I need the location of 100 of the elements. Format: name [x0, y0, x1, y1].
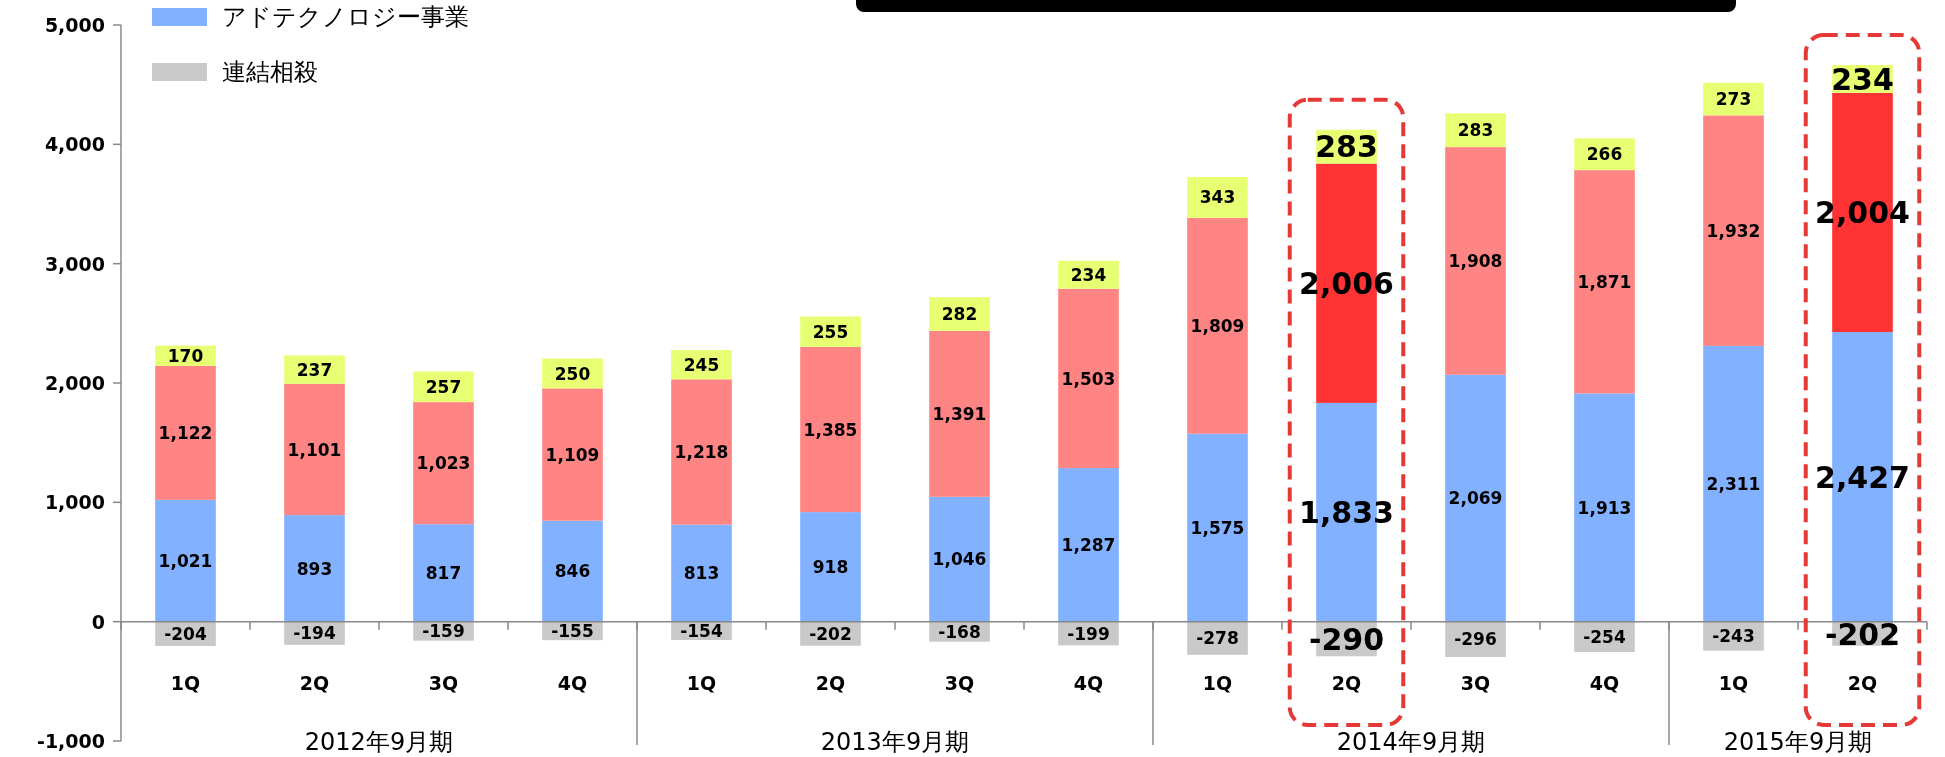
x-tick-label: 2Q: [1847, 672, 1878, 694]
bar: [1703, 115, 1764, 346]
bar: [155, 365, 216, 500]
data-label: 1,391: [932, 403, 987, 424]
data-label: -168: [938, 621, 981, 642]
y-tick-label: 2,000: [44, 372, 105, 394]
x-tick-label: 1Q: [170, 672, 201, 694]
data-label: 234: [1070, 264, 1107, 285]
data-label: 1,385: [803, 419, 858, 440]
bar: [800, 512, 861, 622]
data-label: 918: [812, 557, 849, 578]
data-label: 1,913: [1577, 497, 1632, 518]
bar: [929, 330, 990, 497]
data-label: 1,218: [674, 442, 729, 463]
data-label: -243: [1712, 626, 1755, 647]
data-label: 343: [1199, 187, 1236, 208]
x-tick-label: 2Q: [1331, 672, 1362, 694]
data-label: 846: [554, 561, 591, 582]
bar: [284, 383, 345, 516]
y-tick-label: 4,000: [44, 133, 105, 156]
data-label: 2,427: [1815, 459, 1910, 495]
x-tick-label: 3Q: [944, 672, 975, 694]
annotation: 2015年9月期: [1723, 728, 1873, 756]
data-label: -202: [1824, 616, 1901, 652]
data-label: 813: [683, 563, 720, 584]
data-label: 1,932: [1706, 220, 1761, 241]
bar: [1058, 468, 1119, 622]
data-label: 255: [812, 321, 849, 342]
data-label: 1,833: [1299, 495, 1394, 531]
data-label: -159: [422, 621, 465, 642]
data-label: -194: [293, 623, 336, 644]
data-label: 266: [1586, 144, 1623, 165]
x-tick-label: 4Q: [1589, 672, 1620, 694]
data-label: -154: [680, 620, 723, 641]
data-label: 1,575: [1190, 517, 1245, 538]
bar: [155, 499, 216, 622]
data-label: -296: [1454, 629, 1497, 650]
legend-label: アドテクノロジー事業: [222, 3, 469, 31]
bar: [929, 496, 990, 622]
x-tick-label: 2Q: [815, 672, 846, 694]
y-tick-label: 3,000: [44, 252, 105, 275]
data-label: -199: [1067, 623, 1110, 644]
y-tick-label: 0: [91, 610, 105, 633]
data-label: 170: [167, 345, 204, 366]
x-tick-label: 1Q: [686, 672, 717, 694]
x-tick-label: 2Q: [299, 672, 330, 694]
data-label: 1,109: [545, 444, 600, 465]
data-label: 283: [1315, 129, 1378, 165]
bar: [800, 346, 861, 513]
data-label: 1,021: [158, 550, 213, 571]
data-label: 234: [1831, 61, 1894, 97]
x-tick-label: 4Q: [557, 672, 588, 694]
data-label: -204: [164, 623, 207, 644]
data-label: 1,287: [1061, 535, 1116, 555]
data-label: 273: [1715, 89, 1752, 110]
data-label: 1,023: [416, 453, 471, 474]
x-tick-label: 4Q: [1073, 672, 1104, 694]
data-label: 245: [683, 354, 720, 375]
bar: [1058, 288, 1119, 469]
annotation: 2013年9月期: [820, 728, 970, 756]
legend-label: 連結相殺: [222, 58, 318, 86]
data-label: -155: [551, 621, 594, 642]
data-label: 2,069: [1448, 488, 1503, 509]
data-label: 1,046: [932, 549, 987, 570]
data-label: 257: [425, 376, 462, 397]
bar: [671, 524, 732, 622]
y-tick-label: 1,000: [44, 491, 105, 514]
bar: [413, 524, 474, 622]
data-label: 2,311: [1706, 473, 1761, 494]
data-label: 1,871: [1577, 271, 1632, 292]
data-label: -278: [1196, 628, 1239, 649]
data-label: 817: [425, 563, 462, 584]
legend-item: 連結相殺: [152, 58, 318, 86]
data-label: 1,503: [1061, 368, 1116, 389]
data-label: 1,101: [287, 439, 342, 460]
legend-item: アドテクノロジー事業: [152, 3, 469, 31]
bar: [1445, 147, 1506, 375]
data-label: -202: [809, 623, 852, 644]
x-tick-label: 3Q: [428, 672, 459, 694]
bar: [542, 388, 603, 521]
bar: [1574, 170, 1635, 394]
bar: [1703, 345, 1764, 622]
data-label: 893: [296, 558, 333, 579]
bar: [1187, 217, 1248, 434]
y-tick-label: -1,000: [37, 730, 105, 752]
bar: [1445, 374, 1506, 622]
x-tick-label: 1Q: [1202, 672, 1233, 694]
bar: [542, 520, 603, 622]
data-label: 282: [941, 304, 978, 325]
data-label: 1,122: [158, 423, 213, 443]
annotation: 2012年9月期: [304, 728, 454, 756]
data-label: 250: [554, 363, 591, 384]
data-label: 1,908: [1448, 251, 1503, 272]
bar: [413, 402, 474, 525]
bar: [1574, 393, 1635, 622]
bar: [284, 515, 345, 622]
data-label: 237: [296, 359, 333, 380]
annotation: 2014年9月期: [1336, 728, 1486, 756]
y-tick-label: 5,000: [44, 14, 105, 36]
x-tick-label: 1Q: [1718, 672, 1749, 694]
